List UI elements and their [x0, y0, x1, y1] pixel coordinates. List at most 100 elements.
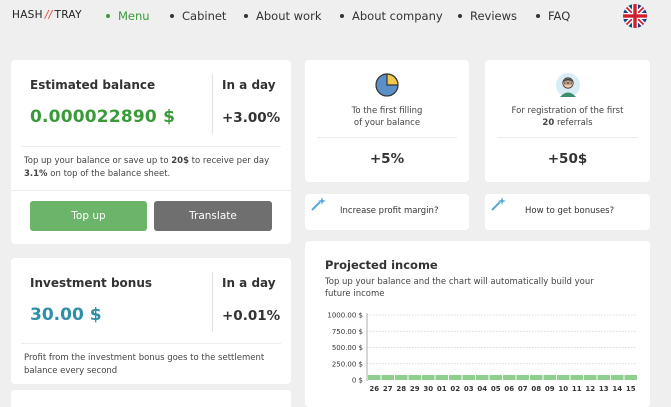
sparkle-icon	[491, 197, 506, 211]
bar	[503, 375, 516, 380]
balance-day-value: +3.00%	[222, 110, 281, 126]
bar	[435, 375, 448, 380]
x-tick-label: 15	[626, 385, 636, 393]
bullet-icon	[536, 13, 540, 18]
bar	[611, 375, 624, 380]
divider	[317, 137, 457, 138]
y-tick-label: 0 $	[352, 377, 363, 385]
bar	[368, 375, 381, 380]
investment-bonus-card: Investment bonus 30.00 $ In a day +0.01%…	[11, 258, 291, 384]
bar	[449, 375, 462, 380]
bar	[476, 375, 489, 380]
uk-flag-icon[interactable]	[623, 4, 647, 28]
x-tick-label: 10	[558, 385, 568, 393]
x-tick-label: 01	[437, 385, 447, 393]
bar	[624, 375, 637, 380]
bar	[584, 375, 597, 380]
balance-label: Estimated balance	[30, 78, 156, 92]
increase-profit-margin-link[interactable]: Increase profit margin?	[305, 194, 469, 230]
bar	[516, 375, 529, 380]
nav-item-cabinet[interactable]: Cabinet	[170, 9, 226, 23]
divider	[11, 190, 291, 191]
bar	[597, 375, 610, 380]
divider	[21, 343, 281, 344]
nav-item-about-company[interactable]: About company	[340, 9, 443, 23]
x-tick-label: 30	[423, 385, 433, 393]
bar	[408, 375, 421, 380]
x-tick-label: 07	[518, 385, 528, 393]
projected-income-chart: 1000.00 $ 750.00 $ 500.00 $ 250.00 $ 0 $ 26 27…	[327, 312, 637, 393]
x-tick-label: 04	[477, 385, 487, 393]
divider	[497, 137, 638, 138]
balance-day-label: In a day	[222, 78, 276, 92]
translate-button[interactable]: Translate	[154, 201, 272, 231]
referral-bonus-card: For registration of the first 20 referral…	[485, 60, 650, 182]
x-tick-label: 12	[585, 385, 595, 393]
balance-value: 0.000022890 $	[30, 107, 176, 127]
x-tick-label: 29	[410, 385, 420, 393]
bar	[530, 375, 543, 380]
logo[interactable]: HASH//TRAY	[12, 9, 82, 21]
bullet-icon	[244, 13, 248, 18]
x-tick-label: 05	[491, 385, 501, 393]
x-tick-label: 09	[545, 385, 555, 393]
chart-subtitle: Top up your balance and the chart will a…	[325, 277, 594, 299]
bullet-icon	[170, 13, 174, 18]
person-avatar-icon	[555, 72, 581, 98]
bullet-icon	[458, 13, 462, 18]
bar	[422, 375, 435, 380]
nav-item-faq[interactable]: FAQ	[536, 9, 570, 23]
bar	[489, 375, 502, 380]
x-tick-label: 14	[612, 385, 622, 393]
nav-item-about-work[interactable]: About work	[244, 9, 322, 23]
bar	[557, 375, 570, 380]
feature-value: +50$	[547, 151, 588, 167]
divider	[212, 74, 213, 134]
sparkle-icon	[311, 197, 326, 211]
bar	[381, 375, 394, 380]
y-tick-label: 250.00 $	[332, 360, 363, 368]
logo-right-text: TRAY	[54, 9, 82, 21]
bar	[462, 375, 475, 380]
projected-income-card: Projected income Top up your balance and…	[305, 241, 650, 407]
feature-text: To the first filling of your balance	[351, 106, 423, 128]
chart-title: Projected income	[325, 258, 438, 272]
bar	[395, 375, 408, 380]
feature-text: For registration of the first 20 referral…	[511, 106, 624, 128]
pie-chart-icon	[374, 72, 400, 98]
balance-note: Top up your balance or save up to 20$ to…	[24, 156, 270, 179]
nav-item-reviews[interactable]: Reviews	[458, 9, 517, 23]
bar	[570, 375, 583, 380]
x-tick-label: 26	[369, 385, 379, 393]
investment-day-value: +0.01%	[222, 308, 281, 324]
x-tick-label: 06	[504, 385, 514, 393]
next-card	[11, 390, 291, 407]
x-tick-label: 28	[396, 385, 406, 393]
investment-note: Profit from the investment bonus goes to…	[24, 353, 265, 376]
top-navigation: HASH//TRAY Menu Cabinet About work About…	[0, 0, 671, 36]
feature-value: +5%	[369, 151, 405, 167]
bullet-icon	[340, 13, 344, 18]
top-up-button[interactable]: Top up	[30, 201, 147, 231]
bar	[543, 375, 556, 380]
investment-day-label: In a day	[222, 276, 276, 290]
how-to-get-bonuses-link[interactable]: How to get bonuses?	[485, 194, 650, 230]
x-tick-label: 02	[450, 385, 460, 393]
estimated-balance-card: Estimated balance 0.000022890 $ In a day…	[11, 60, 291, 244]
y-tick-label: 500.00 $	[332, 344, 363, 352]
divider	[21, 146, 281, 147]
investment-value: 30.00 $	[30, 305, 102, 325]
logo-left-text: HASH	[12, 9, 43, 21]
x-tick-label: 13	[599, 385, 609, 393]
x-tick-label: 11	[572, 385, 582, 393]
x-tick-label: 08	[531, 385, 541, 393]
first-deposit-bonus-card: To the first filling of your balance +5%	[305, 60, 469, 182]
logo-separator: //	[44, 9, 53, 21]
bullet-icon	[106, 13, 110, 18]
y-tick-label: 750.00 $	[332, 328, 363, 336]
x-tick-label: 27	[383, 385, 393, 393]
x-tick-label: 03	[464, 385, 474, 393]
nav-item-menu[interactable]: Menu	[106, 9, 150, 23]
y-tick-label: 1000.00 $	[327, 312, 363, 320]
investment-label: Investment bonus	[30, 276, 153, 290]
